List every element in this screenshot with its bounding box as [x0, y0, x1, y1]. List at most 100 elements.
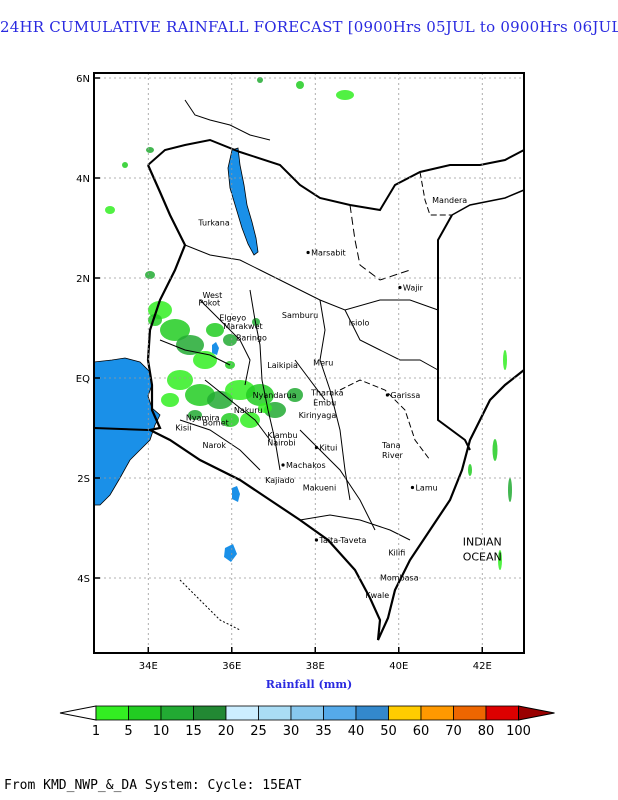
footer-text: From KMD_NWP_&_DA System: Cycle: 15EAT	[4, 778, 302, 793]
place-marker	[314, 538, 319, 542]
x-tick-label: 36E	[222, 661, 241, 672]
colorbar-swatch	[128, 705, 162, 721]
colorbar-swatch	[388, 705, 422, 721]
colorbar-over-arrow	[518, 705, 555, 721]
colorbar-tick-label: 60	[413, 724, 430, 739]
colorbar-swatch	[420, 705, 454, 721]
place-label: Kajiado	[265, 476, 294, 485]
place-label: OCEAN	[463, 551, 502, 564]
eastern-border	[437, 214, 471, 451]
place-label: Nairobi	[267, 439, 295, 448]
place-label: Makueni	[303, 484, 336, 493]
y-tick-label: 2S	[77, 474, 90, 485]
colorbar-swatch	[453, 705, 487, 721]
place-label: Taita-Taveta	[318, 536, 366, 545]
grid	[94, 73, 524, 653]
colorbar-tick-label: 10	[153, 724, 170, 739]
colorbar-swatch	[193, 705, 227, 721]
place-label: West	[203, 291, 223, 300]
lake-baringo	[212, 342, 219, 355]
axis-ticks: 34E 36E 38E 40E 42E 6N 4N 2N EQ 2S 4S	[76, 74, 492, 672]
place-marker	[385, 393, 390, 397]
colorbar-tick-label: 25	[250, 724, 267, 739]
colorbar-tick-label: 40	[348, 724, 365, 739]
colorbar-swatch	[323, 705, 357, 721]
place-label: Kirinyaga	[299, 411, 337, 420]
place-label: Kwale	[365, 591, 389, 600]
colorbar-swatch	[485, 705, 519, 721]
place-label: Tharaka	[310, 389, 344, 398]
colorbar-swatch	[160, 705, 194, 721]
place-label: Machakos	[286, 461, 326, 470]
place-label: Bomet	[203, 419, 229, 428]
lake-natron	[224, 544, 237, 562]
place-label: Tana	[381, 441, 401, 450]
x-tick-label: 38E	[306, 661, 325, 672]
lake-naivasha	[232, 486, 240, 502]
place-label: Nakuru	[234, 406, 263, 415]
place-label: Kiambu	[267, 431, 297, 440]
place-label: Kisii	[175, 424, 191, 433]
colorbar-tick-label: 30	[283, 724, 300, 739]
y-tick-label: 4N	[76, 174, 90, 185]
place-label: Meru	[313, 359, 333, 368]
place-label: Mombasa	[380, 574, 419, 583]
place-marker	[410, 485, 415, 490]
x-tick-label: 42E	[473, 661, 492, 672]
colorbar-swatch	[290, 705, 324, 721]
colorbar-swatch	[258, 705, 292, 721]
colorbar: 1 5 10 15 20 25 30 35 40 50 60 70 80 100	[59, 705, 555, 739]
colorbar-swatch	[225, 705, 259, 721]
somalia-line	[451, 189, 524, 216]
colorbar-swatch	[355, 705, 389, 721]
place-label: Lamu	[415, 484, 437, 493]
place-label: Baringo	[236, 334, 267, 343]
place-label: River	[382, 451, 403, 460]
place-label: Marsabit	[311, 249, 346, 258]
place-label: Isiolo	[349, 319, 370, 328]
rainfall-cells	[105, 77, 512, 570]
colorbar-tick-label: 50	[380, 724, 397, 739]
colorbar-tick-label: 15	[185, 724, 202, 739]
y-tick-label: 4S	[77, 574, 90, 585]
colorbar-under-arrow	[59, 705, 97, 721]
y-tick-label: 2N	[76, 274, 90, 285]
place-label: Elgeyo	[219, 314, 246, 323]
y-tick-label: EQ	[76, 374, 90, 385]
place-label: INDIAN	[463, 536, 502, 549]
place-label: Narok	[203, 441, 227, 450]
place-marker	[281, 463, 285, 467]
forecast-title: 24HR CUMULATIVE RAINFALL FORECAST [0900H…	[0, 18, 618, 36]
place-label: Nyandarua	[253, 391, 297, 400]
place-label: Kilifi	[388, 549, 405, 558]
place-label: Kitui	[319, 444, 337, 453]
map-frame	[93, 72, 525, 654]
colorbar-swatch	[95, 705, 129, 721]
place-marker	[314, 445, 319, 450]
place-label: Samburu	[282, 311, 318, 320]
place-marker	[306, 250, 310, 255]
place-label: Wajir	[403, 284, 424, 293]
place-label: Embu	[313, 399, 336, 408]
colorbar-tick-label: 5	[124, 724, 132, 739]
y-tick-label: 6N	[76, 74, 90, 85]
x-tick-label: 40E	[389, 661, 408, 672]
colorbar-tick-label: 100	[506, 724, 531, 739]
colorbar-tick-label: 20	[218, 724, 235, 739]
colorbar-tick-label: 70	[445, 724, 462, 739]
place-marker	[398, 285, 402, 290]
tanzania-border	[94, 427, 149, 431]
place-label: Marakwet	[223, 322, 262, 331]
county-boundaries	[159, 99, 452, 541]
place-label: Nyamira	[186, 414, 220, 423]
place-label: Pokot	[198, 299, 220, 308]
northern-border	[147, 138, 524, 212]
colorbar-tick-label: 80	[478, 724, 495, 739]
colorbar-tick-label: 1	[92, 724, 100, 739]
place-label: Garissa	[390, 391, 420, 400]
x-axis-label: Rainfall (mm)	[265, 678, 353, 691]
place-label: Laikipia	[267, 361, 298, 370]
